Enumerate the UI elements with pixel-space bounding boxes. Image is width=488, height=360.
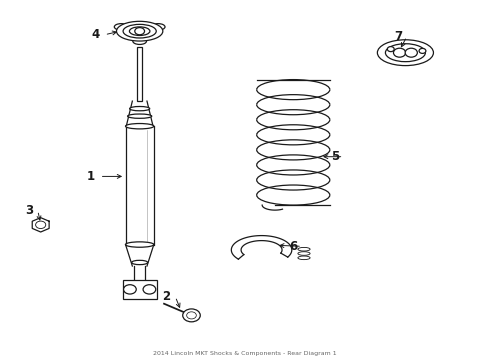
Ellipse shape xyxy=(116,21,163,41)
Text: 7: 7 xyxy=(393,30,401,43)
Text: 5: 5 xyxy=(330,150,338,163)
Text: 1: 1 xyxy=(87,170,95,183)
Circle shape xyxy=(143,285,156,294)
Ellipse shape xyxy=(297,252,309,255)
Ellipse shape xyxy=(131,260,147,265)
Ellipse shape xyxy=(129,107,149,111)
Circle shape xyxy=(123,285,136,294)
Ellipse shape xyxy=(125,242,154,247)
Text: 6: 6 xyxy=(288,240,297,253)
Circle shape xyxy=(386,46,393,51)
Ellipse shape xyxy=(123,24,156,38)
Circle shape xyxy=(183,309,200,322)
Ellipse shape xyxy=(129,27,150,36)
Ellipse shape xyxy=(151,24,164,30)
Circle shape xyxy=(36,221,46,229)
Text: 2014 Lincoln MKT Shocks & Components - Rear Diagram 1: 2014 Lincoln MKT Shocks & Components - R… xyxy=(152,351,336,356)
Ellipse shape xyxy=(377,40,432,66)
Polygon shape xyxy=(32,218,49,232)
Ellipse shape xyxy=(125,123,154,129)
Bar xyxy=(137,47,142,101)
Ellipse shape xyxy=(405,48,416,57)
Bar xyxy=(122,279,157,299)
Circle shape xyxy=(135,28,144,35)
Ellipse shape xyxy=(133,38,146,44)
Ellipse shape xyxy=(297,247,309,251)
Circle shape xyxy=(418,48,425,53)
Ellipse shape xyxy=(297,256,309,260)
Circle shape xyxy=(186,312,196,319)
Text: 4: 4 xyxy=(91,28,100,41)
Text: 3: 3 xyxy=(25,204,33,217)
Ellipse shape xyxy=(385,44,425,62)
Ellipse shape xyxy=(127,114,151,118)
Ellipse shape xyxy=(393,48,405,57)
Ellipse shape xyxy=(114,24,128,30)
Text: 2: 2 xyxy=(162,290,170,303)
